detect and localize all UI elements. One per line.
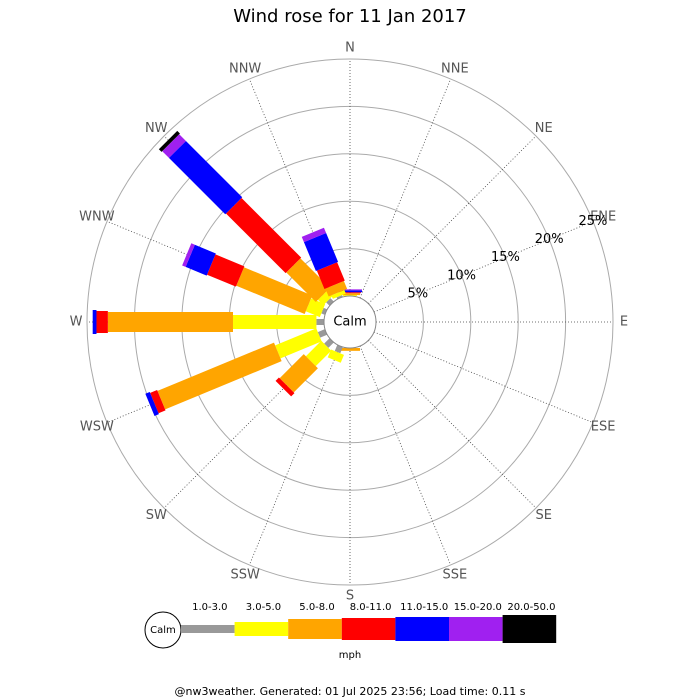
bar-segment	[305, 340, 332, 367]
bar-segment	[321, 307, 328, 315]
legend-unit: mph	[339, 650, 361, 661]
bar-segment	[236, 267, 313, 315]
direction-label: E	[620, 315, 628, 330]
bar-segment	[96, 311, 108, 333]
bar-segment	[182, 243, 195, 267]
legend-label: 20.0-50.0	[507, 602, 555, 613]
spoke	[373, 220, 594, 313]
bar-segment	[316, 262, 345, 290]
spoke	[359, 345, 452, 566]
direction-bars	[182, 243, 328, 318]
rose: N NNE NE ENE E ESE SE SSE S SSW SW WSW W WNW NW NNW 5% 10…	[70, 41, 629, 604]
legend-label: 8.0-11.0	[350, 602, 392, 613]
bar-segment	[207, 254, 245, 287]
direction-label: WNW	[79, 210, 115, 225]
direction-label: NE	[535, 121, 553, 136]
direction-label: SSW	[230, 568, 260, 583]
chart-title: Wind rose for 11 Jan 2017	[233, 6, 467, 27]
calm-label: Calm	[333, 315, 366, 330]
ring-label: 25%	[579, 214, 608, 229]
spoke	[368, 135, 537, 304]
bar-segment	[92, 310, 97, 334]
legend-calm-label: Calm	[150, 625, 176, 636]
bar-segment	[150, 389, 166, 414]
bar-segment	[232, 315, 317, 329]
bar-segment	[338, 289, 362, 291]
ring-label: 10%	[447, 268, 476, 283]
direction-label: S	[346, 589, 354, 604]
direction-label: NNW	[229, 61, 261, 76]
bar-segment	[340, 348, 360, 351]
bar-segment	[336, 295, 343, 300]
footer: @nw3weather. Generated: 01 Jul 2025 23:5…	[175, 685, 526, 698]
bar-segment	[162, 134, 186, 158]
legend-swatch	[288, 619, 342, 639]
bar-segment	[107, 312, 233, 332]
bar-segment	[327, 349, 344, 363]
legend-swatch	[395, 617, 449, 641]
bar-segment	[275, 328, 322, 359]
bar-segment	[340, 293, 360, 296]
direction-label: NW	[145, 121, 168, 136]
legend-label: 3.0-5.0	[246, 602, 281, 613]
bar-segment	[275, 377, 295, 397]
bar-segment	[279, 354, 318, 393]
legend-swatch	[341, 618, 396, 640]
bar-segment	[305, 298, 326, 318]
legend-label: 15.0-20.0	[454, 602, 502, 613]
bar-segment	[331, 290, 346, 299]
direction-bars	[158, 130, 334, 306]
legend-swatch	[449, 617, 503, 641]
bar-segment	[185, 244, 216, 276]
spoke	[248, 345, 341, 566]
bar-segment	[316, 319, 325, 325]
bar-segment	[317, 329, 328, 338]
direction-bars	[92, 310, 325, 334]
direction-label: ENE	[590, 210, 616, 225]
direction-bars	[275, 338, 334, 397]
direction-bars	[340, 348, 360, 351]
bar-segment	[303, 232, 339, 272]
bar-segment	[157, 342, 282, 410]
spoke	[373, 331, 594, 424]
legend-swatch	[234, 622, 289, 636]
bar-segment	[286, 258, 330, 302]
ring	[86, 58, 614, 586]
bar-segment	[158, 130, 180, 152]
bar-segment	[301, 227, 327, 243]
bar-segment	[325, 281, 348, 297]
direction-label: SE	[536, 508, 552, 523]
legend-swatch	[502, 615, 557, 643]
bar-segment	[338, 290, 362, 293]
bar-segment	[168, 140, 243, 215]
bar-segment	[326, 298, 334, 306]
direction-label: ESE	[591, 419, 616, 434]
spoke	[368, 340, 537, 509]
bar-segment	[145, 391, 159, 416]
direction-bars	[145, 328, 328, 416]
direction-label: NNE	[441, 61, 469, 76]
direction-label: SW	[146, 508, 167, 523]
direction-label: N	[345, 41, 355, 56]
direction-label: WSW	[80, 419, 114, 434]
ring-label: 15%	[491, 250, 520, 265]
ring-label: 5%	[408, 286, 429, 301]
direction-label: W	[70, 315, 83, 330]
bar-segment	[225, 197, 302, 274]
calm-circle	[323, 295, 377, 349]
legend-label: 1.0-3.0	[192, 602, 227, 613]
direction-label: SSE	[442, 568, 467, 583]
ring-label: 20%	[535, 232, 564, 247]
legend-label: 5.0-8.0	[299, 602, 334, 613]
legend-label: 11.0-15.0	[400, 602, 448, 613]
direction-bars	[301, 227, 348, 300]
bar-segment	[339, 292, 361, 294]
legend-swatch	[181, 625, 235, 633]
spoke	[359, 78, 452, 299]
bar-segment	[334, 344, 343, 354]
direction-bars	[327, 344, 344, 363]
